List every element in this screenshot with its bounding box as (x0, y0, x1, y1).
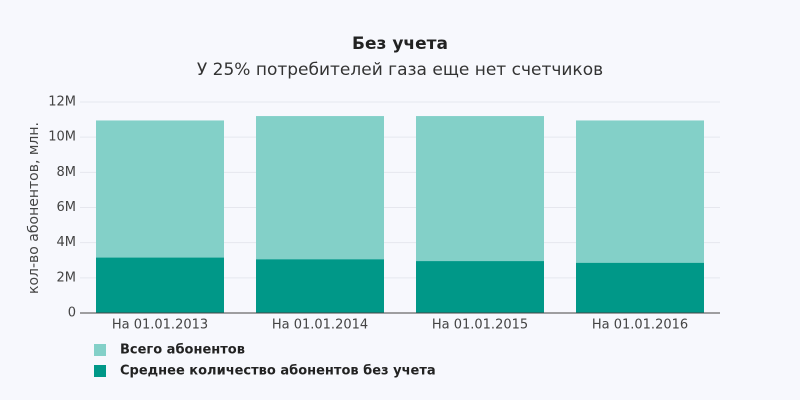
legend-swatch (94, 344, 106, 356)
y-tick-label: 2M (57, 270, 77, 285)
legend-label: Среднее количество абонентов без учета (120, 364, 436, 379)
bar (576, 262, 704, 313)
bar (416, 261, 544, 313)
y-axis-label: кол-во абонентов, млн. (26, 122, 42, 294)
legend-swatch (94, 365, 106, 377)
y-tick-label: 4M (57, 235, 77, 250)
chart-title: Без учета (352, 34, 448, 54)
x-tick-label: На 01.01.2015 (432, 318, 528, 333)
y-tick-label: 0 (68, 306, 76, 321)
bar (256, 259, 384, 313)
y-tick-label: 10M (48, 130, 76, 145)
x-tick-label: На 01.01.2014 (272, 318, 368, 333)
chart-subtitle: У 25% потребителей газа еще нет счетчико… (197, 60, 603, 80)
y-tick-label: 12M (48, 95, 76, 110)
x-tick-label: На 01.01.2016 (592, 318, 688, 333)
y-tick-label: 8M (57, 165, 77, 180)
x-tick-label: На 01.01.2013 (112, 318, 208, 333)
bar (96, 257, 224, 313)
y-tick-label: 6M (57, 200, 77, 215)
legend-label: Всего абонентов (120, 343, 245, 358)
